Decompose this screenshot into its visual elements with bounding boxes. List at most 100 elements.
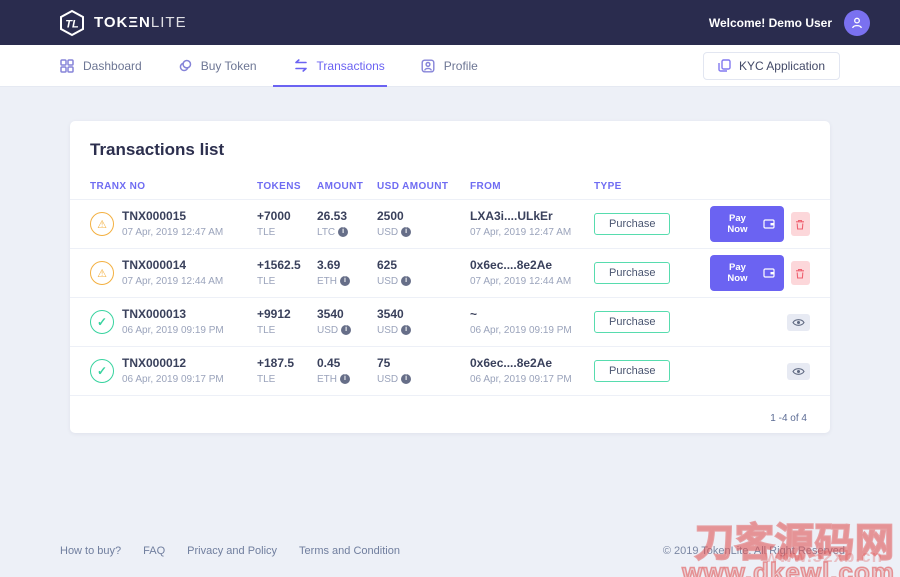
pay-now-button[interactable]: Pay Now [710, 255, 784, 291]
usd-value: 625 [377, 258, 398, 273]
coins-icon [178, 59, 192, 73]
footer-link-how-to-buy[interactable]: How to buy? [60, 545, 122, 557]
type-purchase-badge[interactable]: Purchase [594, 360, 671, 382]
tranx-no: TNX000012 [122, 356, 187, 371]
token-symbol: TLE [257, 275, 276, 287]
eye-icon [792, 318, 805, 327]
welcome-user-text: Welcome! Demo User [708, 15, 832, 30]
info-icon[interactable]: i [401, 276, 412, 287]
footer-link-privacy[interactable]: Privacy and Policy [187, 545, 278, 557]
footer-link-faq[interactable]: FAQ [143, 545, 166, 557]
amount-currency: USD [317, 324, 339, 336]
info-icon[interactable]: i [341, 325, 352, 336]
nav-tab-dashboard[interactable]: Dashboard [60, 45, 142, 86]
usd-value: 3540 [377, 307, 404, 322]
card-title: Transactions list [90, 140, 225, 159]
token-symbol: TLE [257, 373, 276, 385]
amount-value: 3.69 [317, 258, 341, 273]
wallet-icon [763, 268, 775, 278]
main-navigation: Dashboard Buy Token Transactions [0, 45, 900, 87]
column-header-tranx-no: TRANX NO [90, 180, 146, 192]
info-icon[interactable]: i [340, 276, 350, 287]
nav-label: Profile [443, 58, 478, 73]
info-icon[interactable]: i [401, 325, 412, 336]
brand-name: TOKΞNLITE [94, 14, 187, 31]
nav-tab-profile[interactable]: Profile [421, 45, 478, 86]
column-header-usd-amount: USD AMOUNT [377, 180, 449, 192]
type-purchase-badge[interactable]: Purchase [594, 311, 671, 333]
amount-currency: LTC [317, 226, 336, 238]
status-confirmed-icon: ✓ [90, 310, 114, 334]
from-address: 0x6ec....8e2Ae [470, 258, 553, 273]
nav-tab-buy-token[interactable]: Buy Token [178, 45, 257, 86]
usd-value: 2500 [377, 209, 404, 224]
from-address: ~ [470, 307, 478, 322]
amount-currency: ETH [317, 275, 337, 287]
tranx-date: 07 Apr, 2019 12:47 AM [122, 226, 224, 238]
delete-button[interactable] [790, 212, 810, 236]
status-pending-icon: ⚠ [90, 212, 114, 236]
nav-label: Transactions [316, 58, 385, 73]
amount-value: 3540 [317, 307, 344, 322]
info-icon[interactable]: i [401, 374, 412, 385]
tranx-no: TNX000013 [122, 307, 187, 322]
type-purchase-badge[interactable]: Purchase [594, 213, 671, 235]
column-header-tokens: TOKENS [257, 180, 301, 192]
nav-tab-transactions[interactable]: Transactions [272, 45, 388, 87]
user-icon [850, 16, 864, 30]
kyc-application-button[interactable]: KYC Application [702, 51, 840, 80]
eye-icon [792, 367, 805, 376]
from-date: 06 Apr, 2019 09:19 PM [470, 324, 572, 336]
exchange-arrows-icon [293, 59, 308, 72]
wallet-icon [763, 219, 775, 229]
table-row: ⚠ TNX000014 07 Apr, 2019 12:44 AM +1562.… [70, 249, 830, 298]
tranx-date: 06 Apr, 2019 09:17 PM [122, 373, 224, 385]
usd-currency: USD [377, 275, 399, 287]
footer-links: How to buy? FAQ Privacy and Policy Terms… [60, 545, 400, 557]
tokens-value: +9912 [257, 307, 291, 322]
type-purchase-badge[interactable]: Purchase [594, 262, 671, 284]
pay-now-label: Pay Now [727, 262, 748, 284]
usd-value: 75 [377, 356, 391, 371]
tokens-value: +187.5 [257, 356, 295, 371]
view-button[interactable] [787, 362, 810, 380]
info-icon[interactable]: i [340, 374, 350, 385]
from-date: 07 Apr, 2019 12:44 AM [470, 275, 572, 287]
profile-badge-icon [421, 59, 435, 73]
tranx-no: TNX000015 [122, 209, 187, 224]
view-button[interactable] [787, 313, 810, 331]
usd-currency: USD [377, 373, 399, 385]
pay-now-button[interactable]: Pay Now [710, 206, 784, 242]
document-copy-icon [718, 59, 731, 72]
tokenlite-logo-icon: TL [58, 9, 86, 37]
user-avatar[interactable] [844, 9, 870, 36]
table-row: ✓ TNX000013 06 Apr, 2019 09:19 PM +9912 … [70, 298, 830, 347]
from-date: 07 Apr, 2019 12:47 AM [470, 226, 572, 238]
table-row: ✓ TNX000012 06 Apr, 2019 09:17 PM +187.5… [70, 347, 830, 396]
top-header-bar: TL TOKΞNLITE Welcome! Demo User [0, 0, 900, 45]
table-header-row: TRANX NO TOKENS AMOUNT USD AMOUNT FROM T… [70, 173, 830, 200]
brand-logo[interactable]: TL TOKΞNLITE [58, 9, 187, 37]
pagination-status: 1 -4 of 4 [770, 413, 807, 424]
from-address: 0x6ec....8e2Ae [470, 356, 553, 371]
token-symbol: TLE [257, 324, 276, 336]
usd-currency: USD [377, 324, 399, 336]
tranx-date: 06 Apr, 2019 09:19 PM [122, 324, 224, 336]
column-header-amount: AMOUNT [317, 180, 364, 192]
delete-button[interactable] [790, 261, 810, 285]
info-icon[interactable]: i [401, 227, 412, 238]
usd-currency: USD [377, 226, 399, 238]
nav-tabs: Dashboard Buy Token Transactions [60, 45, 478, 87]
footer-link-terms[interactable]: Terms and Condition [299, 545, 400, 557]
dashboard-grid-icon [60, 58, 74, 73]
info-icon[interactable]: i [338, 227, 349, 238]
copyright-text: © 2019 TokenLite. All Right Reserved [662, 545, 845, 557]
transactions-card: Transactions list TRANX NO TOKENS AMOUNT… [70, 121, 830, 433]
status-confirmed-icon: ✓ [90, 359, 114, 383]
table-row: ⚠ TNX000015 07 Apr, 2019 12:47 AM +7000 … [70, 200, 830, 249]
tranx-date: 07 Apr, 2019 12:44 AM [122, 275, 224, 287]
nav-label: Buy Token [200, 58, 257, 73]
tokens-value: +1562.5 [257, 258, 301, 273]
column-header-from: FROM [470, 180, 502, 192]
tokens-value: +7000 [257, 209, 291, 224]
